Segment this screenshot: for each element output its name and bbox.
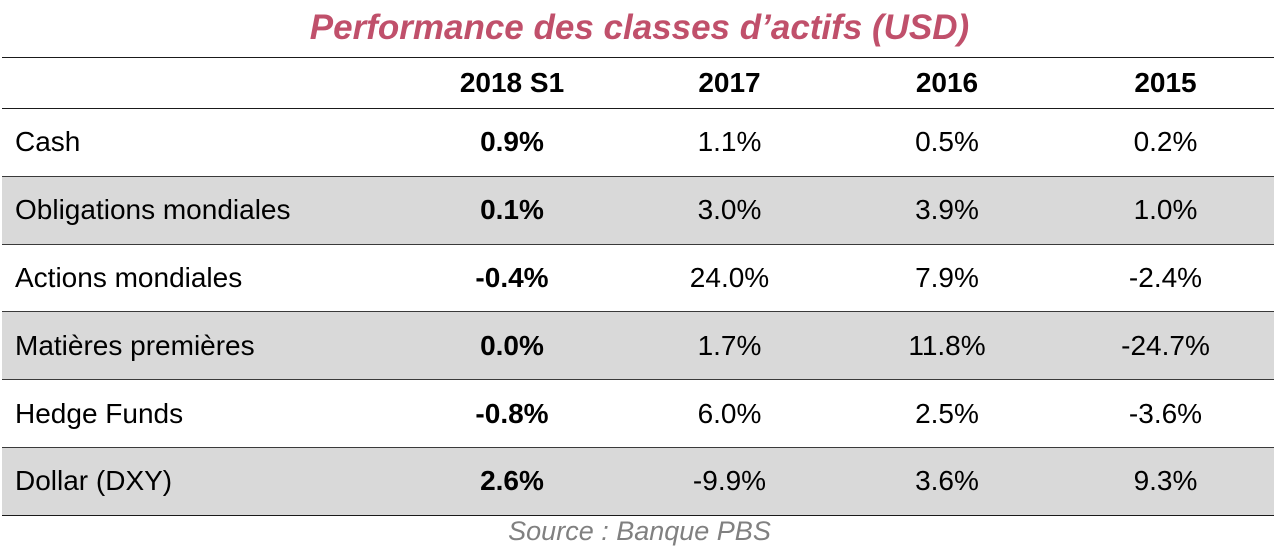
performance-table: 2018 S1 2017 2016 2015 Cash 0.9% 1.1% 0.… xyxy=(2,57,1274,516)
value-cell: 24.0% xyxy=(689,261,770,293)
value-cell: 0.0% xyxy=(480,329,544,361)
value-cell: 7.9% xyxy=(915,261,979,293)
row-label: Hedge Funds xyxy=(15,397,184,429)
value-cell: 1.1% xyxy=(697,126,762,158)
value-cell: -0.4% xyxy=(475,261,549,293)
value-cell: 1.7% xyxy=(697,329,762,361)
header-cell-2015: 2015 xyxy=(1134,67,1197,98)
value-cell: 0.9% xyxy=(480,126,544,158)
value-cell: 3.9% xyxy=(915,194,979,226)
value-cell: -9.9% xyxy=(692,465,767,497)
value-cell: 6.0% xyxy=(697,397,762,429)
value-cell: 9.3% xyxy=(1133,465,1198,497)
table-row: Matières premières 0.0% 1.7% 11.8% -24.7… xyxy=(2,312,1274,381)
table-row: Actions mondiales -0.4% 24.0% 7.9% -2.4% xyxy=(2,245,1274,313)
row-label: Cash xyxy=(15,126,81,158)
header-cell-2017: 2017 xyxy=(698,67,761,98)
value-cell: 0.5% xyxy=(915,126,979,158)
header-cell-2018-s1: 2018 S1 xyxy=(459,67,565,98)
table-row: Dollar (DXY) 2.6% -9.9% 3.6% 9.3% xyxy=(2,447,1274,516)
value-cell: 2.5% xyxy=(915,397,979,429)
value-cell: 2.6% xyxy=(480,465,544,497)
row-label: Dollar (DXY) xyxy=(15,465,173,497)
table-row: Hedge Funds -0.8% 6.0% 2.5% -3.6% xyxy=(2,380,1274,448)
value-cell: 0.1% xyxy=(480,194,544,226)
value-cell: -2.4% xyxy=(1128,261,1203,293)
table-title: Performance des classes d’actifs (USD) xyxy=(309,8,970,47)
table-header-row: 2018 S1 2017 2016 2015 xyxy=(2,58,1274,109)
value-cell: 1.0% xyxy=(1133,194,1198,226)
header-cell-2016: 2016 xyxy=(915,67,979,98)
value-cell: 3.0% xyxy=(697,194,762,226)
table-row: Obligations mondiales 0.1% 3.0% 3.9% 1.0… xyxy=(2,176,1274,245)
value-cell: 11.8% xyxy=(908,329,986,361)
value-cell: -3.6% xyxy=(1128,397,1203,429)
row-label: Matières premières xyxy=(15,329,255,361)
row-label: Obligations mondiales xyxy=(15,194,291,226)
value-cell: 0.2% xyxy=(1133,126,1198,158)
value-cell: 3.6% xyxy=(915,465,979,497)
table-row: Cash 0.9% 1.1% 0.5% 0.2% xyxy=(2,109,1274,177)
value-cell: -24.7% xyxy=(1121,329,1210,361)
row-label: Actions mondiales xyxy=(15,261,243,293)
value-cell: -0.8% xyxy=(475,397,549,429)
source-note: Source : Banque PBS xyxy=(508,516,771,546)
